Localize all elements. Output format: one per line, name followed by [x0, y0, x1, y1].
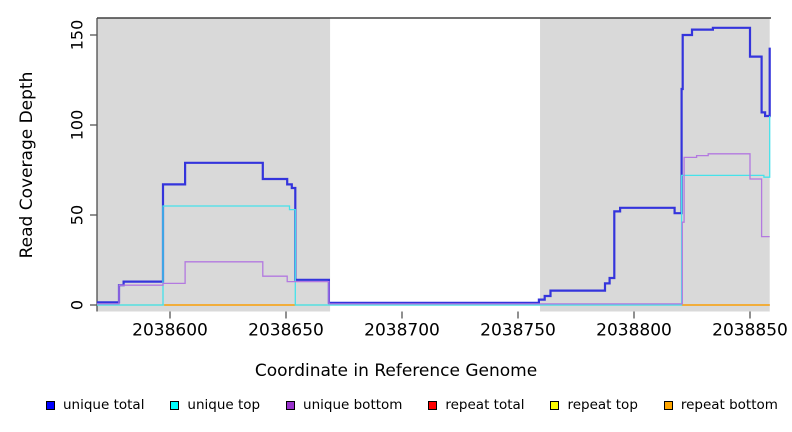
series-line-unique-total [96, 26, 771, 304]
x-tick-label: 2038600 [132, 321, 208, 341]
y-tick-label: 50 [68, 205, 87, 225]
series-line-unique-top [96, 116, 771, 306]
data-series [96, 26, 771, 306]
legend-swatch-icon [286, 400, 296, 410]
y-tick-label: 0 [68, 300, 87, 310]
legend-item-repeat-top: repeat top [550, 397, 638, 413]
legend-swatch-icon [550, 400, 560, 410]
legend-swatch-icon [46, 400, 55, 410]
legend-label: repeat total [445, 397, 525, 413]
x-axis-title: Coordinate in Reference Genome [254, 361, 538, 381]
x-tick-label: 2038850 [712, 321, 788, 341]
plot-frame [96, 17, 771, 312]
legend-item-unique-top: unique top [170, 397, 260, 413]
legend-label: unique total [63, 397, 145, 413]
x-tick-label: 2038700 [364, 321, 440, 341]
x-tick-label: 2038750 [480, 321, 556, 341]
y-tick-label: 150 [68, 20, 87, 51]
x-tick-label: 2038800 [596, 321, 672, 341]
series-line-unique-bottom [96, 153, 770, 305]
legend-item-unique-total: unique total [46, 397, 144, 413]
legend-label: unique bottom [303, 397, 403, 413]
legend-item-unique-bottom: unique bottom [286, 397, 402, 413]
legend-item-repeat-bottom: repeat bottom [663, 397, 778, 413]
shaded-regions [96, 18, 770, 312]
x-tick-label: 2038650 [248, 321, 324, 341]
y-tick-label: 100 [68, 110, 87, 141]
axes: 2038600 2038650 2038700 2038750 2038800 20388… [68, 20, 788, 341]
legend-label: unique top [187, 397, 261, 413]
legend-label: repeat bottom [680, 397, 778, 413]
legend-swatch-icon [170, 400, 180, 410]
shaded-region [540, 18, 770, 312]
legend: unique total unique top unique bottom repea… [0, 397, 792, 413]
legend-item-repeat-total: repeat total [428, 397, 525, 413]
legend-label: repeat top [567, 397, 638, 413]
shaded-region [96, 18, 331, 312]
legend-swatch-icon [428, 400, 438, 410]
legend-swatch-icon [663, 400, 673, 410]
